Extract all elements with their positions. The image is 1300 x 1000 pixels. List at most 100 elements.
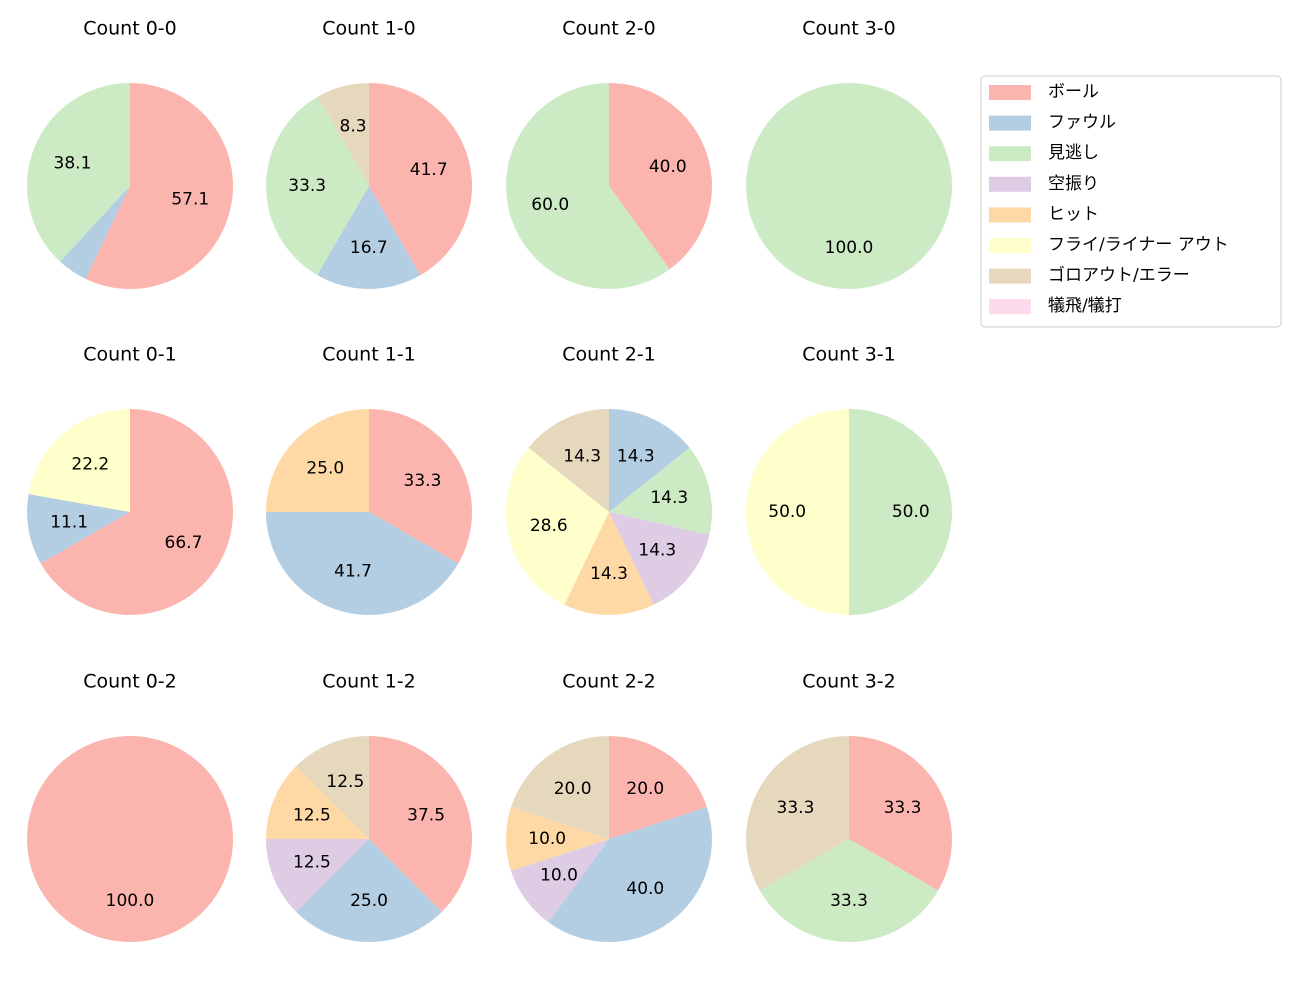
value-label: 41.7 [334,562,372,582]
pie-slice [746,83,952,289]
pie-slice [296,839,442,942]
legend-label: ヒット [1048,204,1099,224]
legend-label: 犠飛/犠打 [1048,296,1122,316]
pie-slice [26,493,130,564]
legend-swatch [989,268,1031,284]
value-label: 40.0 [649,157,687,177]
value-label: 38.1 [54,153,92,173]
pie-slice [28,409,130,512]
pie-slice [266,409,369,512]
pie-title: Count 1-2 [322,671,416,693]
pie-slice [369,83,473,276]
pie-slice [317,83,369,186]
value-label: 11.1 [50,513,88,533]
legend-label: 見逃し [1048,143,1099,163]
value-label: 60.0 [531,195,569,215]
legend-label: ボール [1048,82,1099,102]
pie-slice [759,839,939,942]
pie-slice [609,409,690,512]
value-label: 14.3 [590,564,628,584]
pie-slice [369,409,472,564]
value-label: 10.0 [540,865,578,885]
pie-slice [564,512,654,616]
legend-label: ファウル [1048,113,1116,133]
pie-title: Count 2-0 [562,18,656,40]
pie-slice [528,409,609,512]
value-label: 14.3 [563,446,601,466]
pie-slice [849,736,952,891]
pie-title: Count 0-2 [83,671,177,693]
value-label: 50.0 [768,502,806,522]
pie-slice [746,409,849,615]
pie-slice [85,83,233,290]
value-label: 20.0 [626,779,664,799]
legend-swatch [989,146,1031,162]
legend-label: ゴロアウト/エラー [1048,265,1190,286]
value-label: 10.0 [528,829,566,849]
pie-slice [548,807,712,942]
pie-title: Count 0-1 [83,344,177,366]
value-label: 25.0 [350,891,388,911]
legend-label: 空振り [1048,174,1099,194]
pie-slice [609,736,707,839]
pie-slice [511,736,609,839]
legend-swatch [989,207,1031,223]
value-label: 14.3 [650,488,688,508]
pie-slice [27,736,233,942]
pie-slice [849,409,952,615]
pie-slice [369,736,472,912]
pie-slice [266,512,459,615]
legend-swatch [989,85,1031,100]
pie-slice [296,736,369,839]
pie-title: Count 2-1 [562,344,656,366]
value-label: 25.0 [306,458,344,478]
pie-slice [506,807,609,871]
pie-slice [266,839,369,912]
value-label: 50.0 [892,502,930,522]
value-label: 100.0 [106,891,155,911]
value-label: 41.7 [410,160,448,180]
pie-title: Count 3-2 [802,671,896,693]
value-label: 33.3 [288,176,326,196]
pie-title: Count 1-1 [322,344,416,366]
value-label: 40.0 [626,879,664,899]
value-label: 33.3 [884,798,922,818]
pie-title: Count 0-0 [83,18,177,40]
pie-slice [317,186,421,289]
pie-slice [745,736,849,891]
value-label: 33.3 [404,471,442,491]
pie-title: Count 3-1 [802,344,896,366]
legend-label: フライ/ライナー アウト [1048,235,1229,255]
value-label: 20.0 [554,779,592,799]
pie-slice [609,512,710,605]
pie-title: Count 3-0 [802,18,896,40]
legend-swatch [989,299,1031,315]
value-label: 12.5 [293,853,331,873]
value-label: 28.6 [530,516,568,536]
legend-swatch [989,238,1031,253]
legend-swatch [989,176,1031,192]
value-label: 22.2 [71,455,109,475]
value-label: 16.7 [350,238,388,258]
pie-slice [506,447,609,605]
pie-title: Count 2-2 [562,671,656,693]
pie-slice [59,186,131,279]
value-label: 37.5 [407,805,445,825]
value-label: 57.1 [171,190,209,210]
pie-slice [511,839,609,923]
value-label: 100.0 [825,238,874,258]
value-label: 66.7 [165,533,203,553]
legend-swatch [989,115,1031,131]
pie-slice [266,96,369,275]
pie-title: Count 1-0 [322,18,416,40]
value-label: 8.3 [340,116,367,136]
pie-slice [26,83,131,262]
value-label: 33.3 [777,798,815,818]
pie-slice [609,447,712,535]
value-label: 14.3 [638,541,676,561]
value-label: 33.3 [830,891,868,911]
pie-slice [609,83,713,270]
value-label: 12.5 [326,772,364,792]
